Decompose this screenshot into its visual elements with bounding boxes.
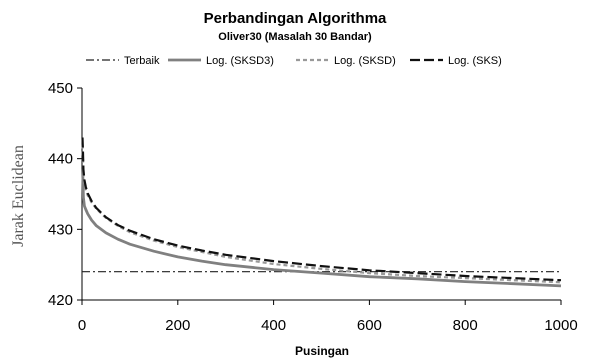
y-tick-label: 440 [48,151,73,168]
x-tick-label: 0 [78,317,86,334]
x-tick-label: 400 [261,317,286,334]
series-line-log-sksd3 [81,169,562,288]
y-tick-label: 430 [48,221,73,238]
x-tick-label: 200 [165,317,190,334]
x-tick-label: 1000 [544,317,577,334]
legend-label-terbaik: Terbaik [124,55,160,67]
x-tick-label: 600 [357,317,382,334]
series-line-log-sksd [81,144,562,284]
plot-area: 420 430 440 450 0 200 400 600 800 1000 [48,80,578,334]
y-tick-label: 420 [48,292,73,309]
x-tick-label: 800 [453,317,478,334]
legend-label-log-sksd: Log. (SKSD) [334,55,396,67]
legend-label-log-sksd3: Log. (SKSD3) [206,55,274,67]
series-line-log-sks [81,137,562,282]
y-tick-label: 450 [48,80,73,97]
y-axis-label: Jarak Euclidean [10,145,27,247]
chart-subtitle: Oliver30 (Masalah 30 Bandar) [218,31,372,43]
x-axis-label: Pusingan [295,344,349,358]
legend: Terbaik Log. (SKSD3) Log. (SKSD) Log. (SKS) [86,55,502,67]
legend-label-log-sks: Log. (SKS) [448,55,502,67]
chart-title: Perbandingan Algorithma [204,10,387,27]
